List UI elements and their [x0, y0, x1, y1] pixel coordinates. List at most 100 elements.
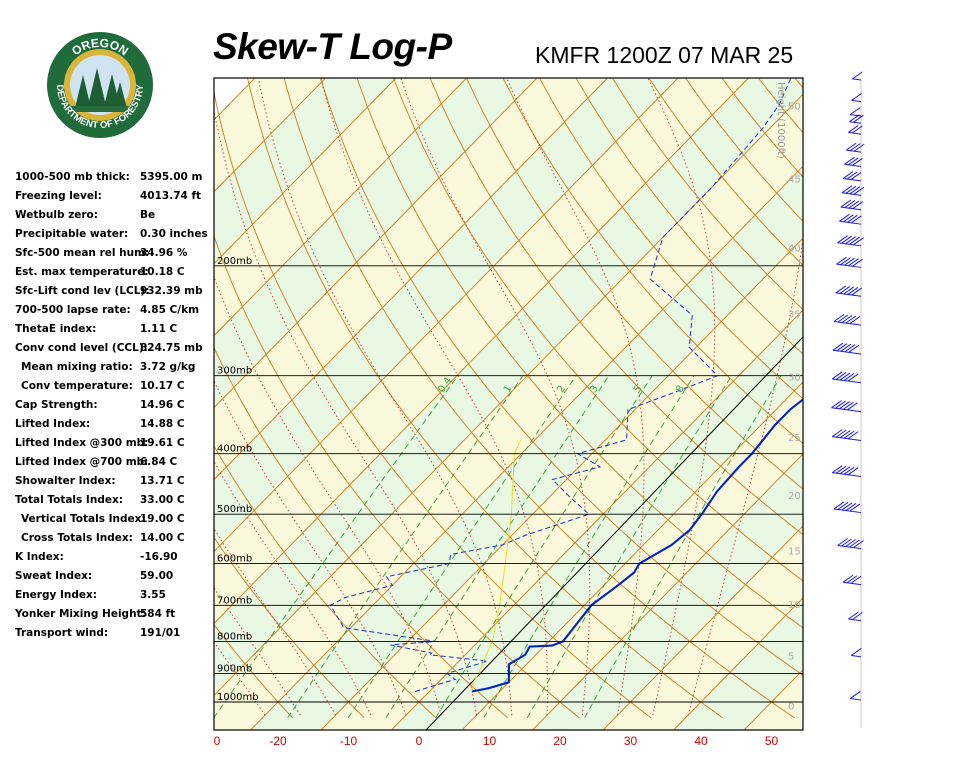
wind-barb: [840, 343, 852, 352]
isotherm-line: [602, 525, 803, 730]
wind-barb: [843, 373, 855, 381]
wind-barb: [845, 503, 857, 511]
height-tick-label: 0: [788, 702, 794, 713]
index-row: 1000-500 mb thick: 5395.00 m: [15, 168, 215, 187]
wind-barb: [831, 465, 843, 474]
index-label: Transport wind:: [15, 627, 109, 639]
mixing-ratio-label: 2: [555, 384, 568, 395]
mixing-ratio-label: 3: [588, 384, 601, 395]
dry-adiabat: [429, 78, 803, 536]
mixing-ratio-label: 8: [674, 384, 687, 395]
wind-barb: [845, 539, 856, 547]
wind-barb: [844, 200, 856, 208]
index-label: Conv temperature:: [21, 380, 133, 392]
wind-barb: [832, 472, 862, 478]
index-value: Be: [140, 209, 156, 221]
index-row: Cross Totals Index: 14.00 C: [15, 529, 215, 548]
wind-barb: [837, 538, 848, 546]
wind-barb: [852, 157, 863, 166]
wind-barb: [831, 429, 843, 438]
index-label: Cross Totals Index:: [21, 532, 133, 544]
wind-barb: [848, 131, 862, 135]
wind-barb: [842, 171, 854, 179]
wind-barb: [841, 192, 862, 196]
mixing-ratio-line: [214, 375, 459, 719]
wind-barb: [841, 185, 853, 194]
wind-barb: [841, 315, 853, 323]
wind-barb: [851, 215, 862, 224]
plot-frame: [213, 77, 804, 731]
isotherm-line: [461, 381, 803, 730]
wind-barb: [847, 287, 859, 295]
wind-barb: [848, 611, 859, 620]
index-row: Sweat Index: 59.00: [15, 567, 215, 586]
pressure-label: 800mb: [217, 632, 252, 643]
isotherm-line: [250, 165, 803, 730]
wind-barb: [848, 200, 860, 209]
index-value: 33.00 C: [140, 494, 185, 506]
wind-barb: [837, 544, 862, 550]
temperature-band: [214, 94, 803, 730]
pressure-label: 400mb: [217, 444, 252, 455]
index-row: Conv temperature: 10.17 C: [15, 377, 215, 396]
index-row: Freezing level: 4013.74 ft: [15, 187, 215, 206]
mixing-ratio-label: 1: [502, 384, 515, 395]
wind-barb: [833, 501, 845, 510]
wind-barb: [841, 235, 852, 244]
wind-barb: [850, 648, 862, 656]
index-label: 700-500 lapse rate:: [15, 304, 131, 316]
height-tick-label: 15: [788, 547, 801, 558]
index-row: Sfc-500 mean rel hum: 34.96 %: [15, 244, 215, 263]
index-value: 5395.00 m: [140, 171, 203, 183]
indices-panel: 1000-500 mb thick: 5395.00 m Freezing leve…: [15, 168, 215, 643]
wind-barb: [835, 285, 847, 294]
index-value: 14.88 C: [140, 418, 185, 430]
mixing-ratio-line: [435, 375, 653, 719]
isotherm-line: [214, 78, 538, 409]
dry-adiabat: [466, 78, 803, 490]
moist-adiabat: [647, 78, 716, 716]
wind-barb: [849, 107, 861, 116]
wind-barb: [839, 220, 862, 225]
wind-barb: [832, 436, 862, 441]
index-value: 4013.74 ft: [140, 190, 202, 202]
height-tick-label: 25: [788, 433, 801, 444]
index-row: 700-500 lapse rate: 4.85 C/km: [15, 301, 215, 320]
isotherm-line: [214, 78, 608, 481]
tree-icon: [87, 68, 107, 110]
wind-barb: [836, 343, 848, 352]
index-label: Freezing level:: [15, 190, 102, 202]
wind-barb: [843, 430, 855, 439]
wind-barb: [835, 465, 847, 474]
index-row: Sfc-Lift cond lev (LCL): 932.39 mb: [15, 282, 215, 301]
wind-barb: [851, 99, 862, 103]
moist-adiabat: [506, 78, 645, 716]
logo-top-text: OREGON: [69, 36, 131, 59]
mixing-ratio-line: [347, 375, 577, 719]
wind-barb: [832, 342, 844, 351]
wind-barb: [837, 502, 849, 510]
wind-barb: [835, 372, 847, 380]
index-row: Lifted Index @700 mb: 6.84 C: [15, 453, 215, 472]
station-time-label: KMFR 1200Z 07 MAR 25: [535, 42, 794, 68]
tree-icon: [75, 75, 91, 108]
wind-barb: [847, 214, 858, 223]
wind-barb: [844, 156, 855, 165]
pressure-label: 500mb: [217, 504, 252, 515]
wind-barb: [849, 121, 862, 124]
index-label: Sfc-500 mean rel hum:: [15, 247, 150, 259]
index-value: 10.17 C: [140, 380, 185, 392]
index-value: 932.39 mb: [140, 285, 203, 297]
index-label: Sweat Index:: [15, 570, 93, 582]
index-row: Transport wind: 191/01: [15, 624, 215, 643]
wind-barb: [839, 286, 851, 294]
wind-barb: [839, 372, 851, 381]
wind-barb: [846, 575, 858, 584]
index-value: 0.30 inches: [140, 228, 208, 240]
height-tick-label: 50: [788, 102, 801, 113]
wind-barb: [852, 71, 863, 80]
wind-barb: [849, 236, 860, 245]
index-row: Mean mixing ratio: 3.72 g/kg: [15, 358, 215, 377]
wind-barb: [843, 401, 854, 410]
pressure-label: 1000mb: [217, 692, 259, 703]
